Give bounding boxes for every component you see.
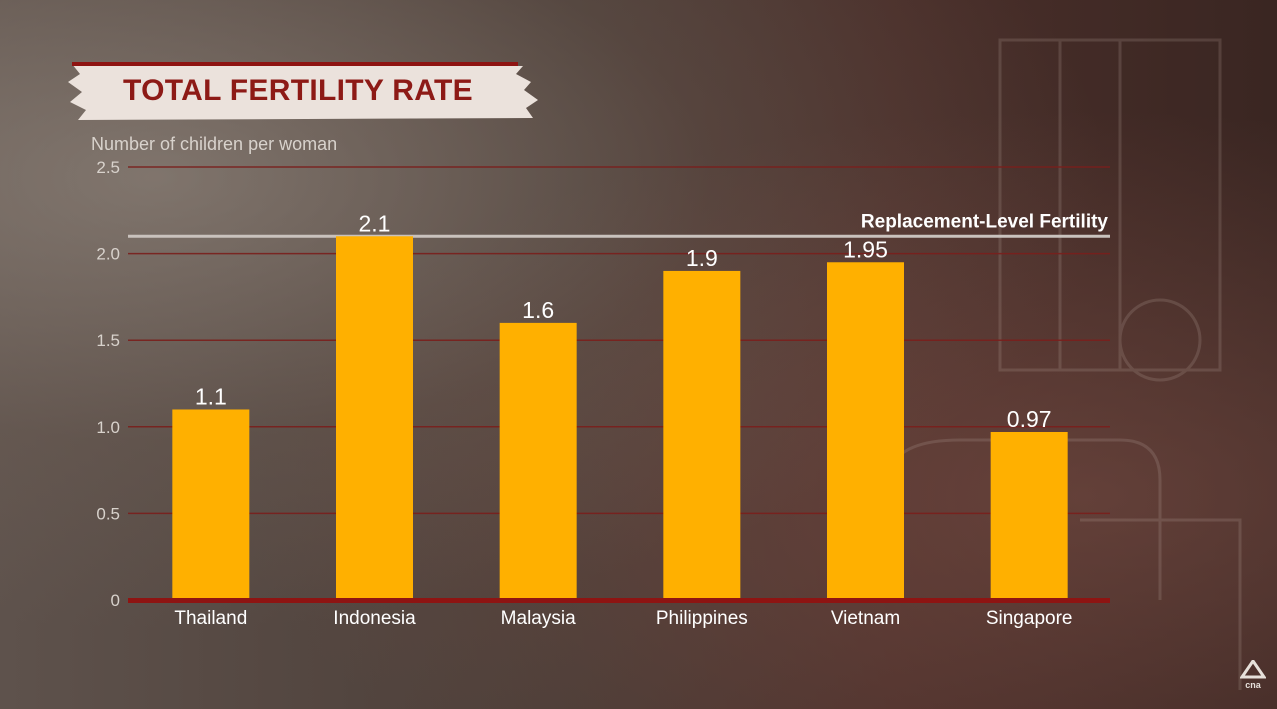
bar-value-label: 1.95 [843, 236, 888, 262]
x-tick-label: Thailand [174, 608, 247, 629]
bar [663, 270, 741, 600]
bar [499, 322, 577, 600]
replacement-level-label: Replacement-Level Fertility [861, 211, 1109, 232]
bar [990, 431, 1068, 600]
y-tick-label: 0.5 [96, 504, 120, 523]
x-tick-label: Philippines [656, 608, 748, 629]
bar [336, 236, 413, 600]
y-tick-label: 1.0 [96, 418, 120, 437]
x-axis-baseline [128, 598, 1110, 603]
cna-logo-text: cna [1245, 680, 1262, 690]
x-tick-label: Indonesia [333, 608, 416, 629]
bar-value-label: 2.1 [359, 210, 391, 236]
y-tick-label: 2.0 [96, 245, 120, 264]
x-tick-label: Malaysia [501, 608, 576, 629]
x-tick-label: Singapore [986, 608, 1073, 629]
title-banner [68, 62, 538, 120]
bar-value-label: 0.97 [1007, 406, 1052, 432]
y-tick-label: 2.5 [96, 158, 120, 177]
bar [172, 409, 250, 600]
y-axis-label: Number of children per woman [91, 134, 338, 154]
x-tick-label: Vietnam [831, 608, 900, 629]
cna-logo-icon: cna [1240, 660, 1266, 690]
y-tick-label: 0 [111, 591, 120, 610]
bar-value-label: 1.1 [195, 383, 227, 409]
bar-value-label: 1.9 [686, 245, 718, 271]
bar-value-label: 1.6 [522, 297, 554, 323]
chart-title: TOTAL FERTILITY RATE [123, 74, 473, 107]
bar [827, 262, 904, 600]
y-tick-label: 1.5 [96, 331, 120, 350]
